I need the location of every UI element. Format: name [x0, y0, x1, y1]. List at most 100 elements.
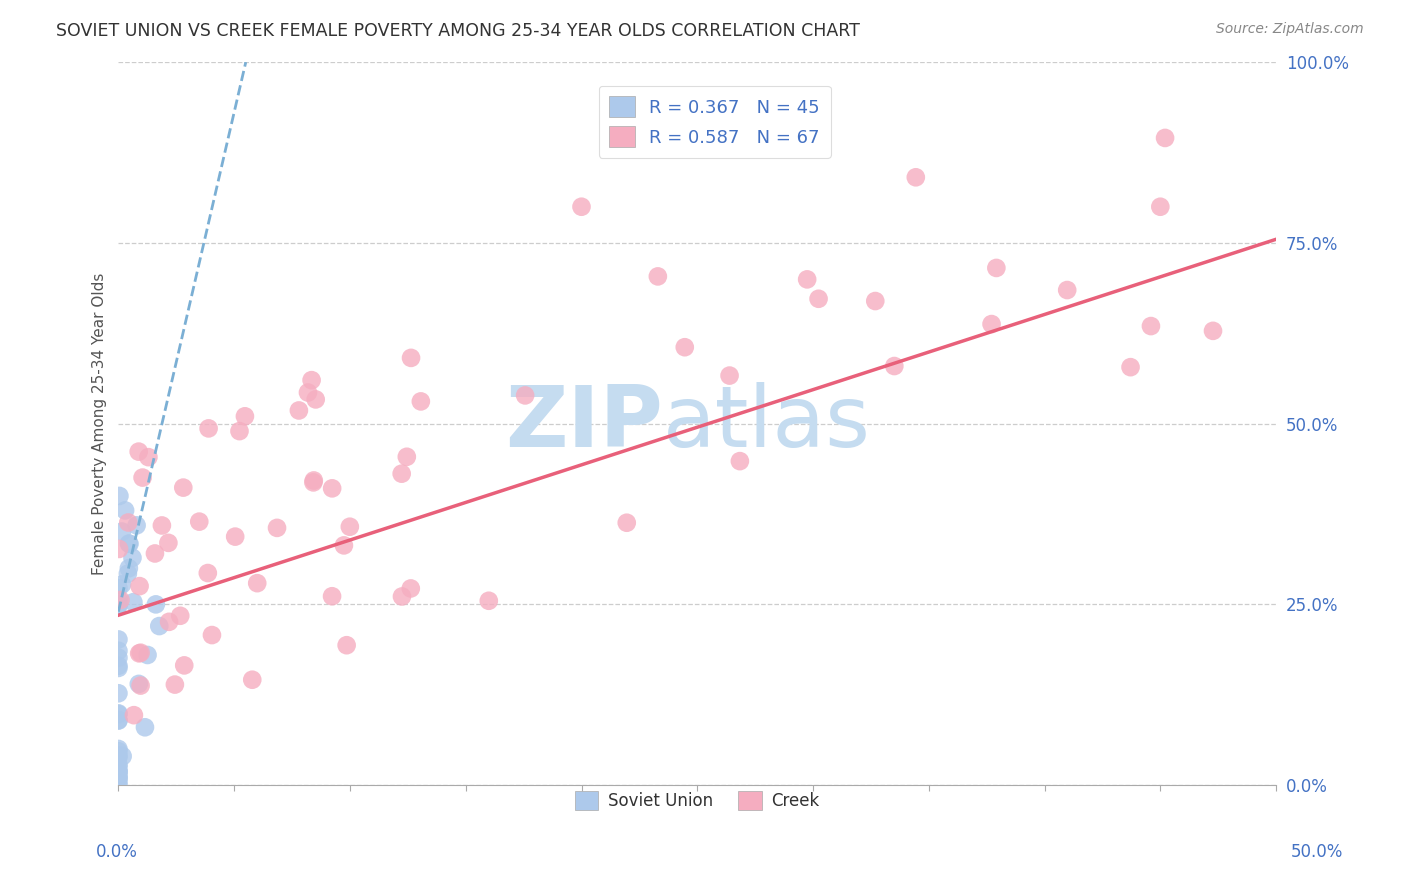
Point: [188, 515, 211, 529]
Text: SOVIET UNION VS CREEK FEMALE POVERTY AMONG 25-34 YEAR OLDS CORRELATION CHART: SOVIET UNION VS CREEK FEMALE POVERTY AMO…: [56, 22, 860, 40]
Point: [110, 593, 132, 607]
Point: [266, 521, 288, 535]
Legend: Soviet Union, Creek: Soviet Union, Creek: [568, 784, 827, 816]
Point: [883, 359, 905, 373]
Point: [129, 679, 152, 693]
Point: [107, 769, 129, 783]
Point: [107, 774, 129, 789]
Point: [169, 608, 191, 623]
Point: [148, 619, 170, 633]
Point: [107, 770, 129, 784]
Point: [201, 628, 224, 642]
Point: [107, 598, 129, 612]
Point: [118, 536, 141, 550]
Point: [163, 677, 186, 691]
Point: [138, 450, 160, 464]
Point: [333, 538, 356, 552]
Point: [131, 470, 153, 484]
Point: [128, 579, 150, 593]
Point: [136, 648, 159, 662]
Point: [107, 707, 129, 722]
Point: [122, 595, 145, 609]
Point: [336, 638, 359, 652]
Point: [125, 518, 148, 533]
Point: [233, 409, 256, 424]
Point: [107, 764, 129, 779]
Point: [128, 444, 150, 458]
Point: [107, 581, 129, 595]
Point: [107, 757, 129, 772]
Point: [865, 293, 887, 308]
Point: [114, 503, 136, 517]
Point: [616, 516, 638, 530]
Point: [107, 750, 129, 764]
Point: [107, 764, 129, 779]
Point: [108, 541, 131, 556]
Point: [107, 686, 129, 700]
Point: [224, 530, 246, 544]
Point: [409, 394, 432, 409]
Point: [107, 778, 129, 792]
Point: [111, 524, 134, 539]
Point: [807, 292, 830, 306]
Point: [128, 677, 150, 691]
Point: [1202, 324, 1225, 338]
Point: [111, 577, 134, 591]
Point: [321, 589, 343, 603]
Point: [986, 260, 1008, 275]
Text: 0.0%: 0.0%: [96, 843, 138, 861]
Point: [478, 594, 501, 608]
Point: [108, 489, 131, 503]
Point: [391, 590, 413, 604]
Point: [399, 351, 422, 365]
Point: [197, 421, 219, 435]
Point: [246, 576, 269, 591]
Point: [107, 760, 129, 774]
Point: [121, 550, 143, 565]
Point: [321, 481, 343, 495]
Point: [571, 200, 593, 214]
Point: [107, 706, 129, 721]
Point: [718, 368, 741, 383]
Point: [1154, 131, 1177, 145]
Point: [129, 646, 152, 660]
Point: [1056, 283, 1078, 297]
Point: [107, 661, 129, 675]
Point: [339, 519, 361, 533]
Point: [288, 403, 311, 417]
Point: [305, 392, 328, 407]
Point: [391, 467, 413, 481]
Point: [118, 561, 141, 575]
Point: [117, 566, 139, 581]
Point: [1149, 200, 1171, 214]
Point: [197, 566, 219, 580]
Point: [395, 450, 418, 464]
Point: [117, 516, 139, 530]
Point: [107, 632, 129, 647]
Point: [228, 424, 250, 438]
Point: [297, 385, 319, 400]
Point: [513, 388, 536, 402]
Point: [107, 714, 129, 728]
Point: [107, 764, 129, 779]
Text: ZIP: ZIP: [505, 382, 662, 465]
Point: [673, 340, 696, 354]
Point: [107, 650, 129, 665]
Point: [157, 615, 180, 629]
Point: [107, 644, 129, 658]
Point: [302, 474, 325, 488]
Point: [107, 742, 129, 756]
Point: [111, 749, 134, 764]
Point: [145, 598, 167, 612]
Point: [107, 744, 129, 758]
Point: [796, 272, 818, 286]
Y-axis label: Female Poverty Among 25-34 Year Olds: Female Poverty Among 25-34 Year Olds: [93, 272, 107, 574]
Point: [118, 537, 141, 551]
Point: [107, 772, 129, 786]
Point: [107, 599, 129, 613]
Point: [172, 481, 194, 495]
Point: [134, 720, 156, 734]
Text: Source: ZipAtlas.com: Source: ZipAtlas.com: [1216, 22, 1364, 37]
Point: [143, 546, 166, 560]
Point: [173, 658, 195, 673]
